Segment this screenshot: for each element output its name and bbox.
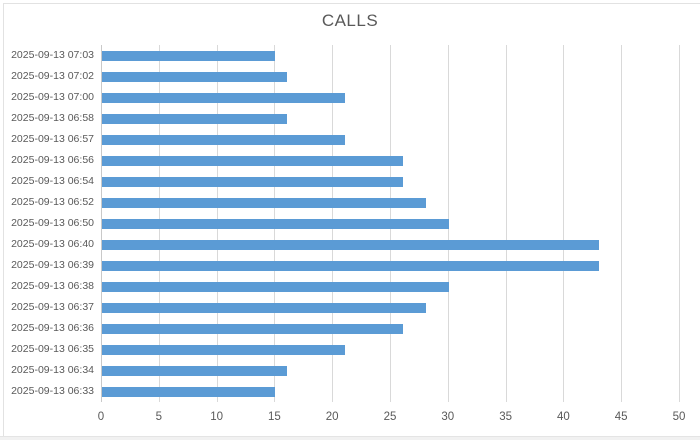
bar xyxy=(102,155,403,166)
y-axis-category-label: 2025-09-13 06:56 xyxy=(11,154,94,166)
x-axis-tick-label: 45 xyxy=(614,411,628,423)
bar xyxy=(102,134,345,145)
y-axis-category-label: 2025-09-13 06:33 xyxy=(11,385,94,397)
y-axis-category-label: 2025-09-13 06:50 xyxy=(11,217,94,229)
y-axis-category-label: 2025-09-13 06:54 xyxy=(11,175,94,187)
y-axis-category-label: 2025-09-13 06:40 xyxy=(11,238,94,250)
chart-title: CALLS xyxy=(321,11,379,30)
bottom-strip xyxy=(0,436,700,440)
x-gridline xyxy=(505,45,507,402)
chart-frame-top-border xyxy=(3,3,700,4)
x-axis-tick-label: 10 xyxy=(210,411,223,423)
bar xyxy=(102,239,600,250)
bar xyxy=(102,50,276,61)
x-axis-tick-label: 30 xyxy=(441,411,455,423)
bar xyxy=(102,113,287,124)
x-axis-tick-label: 50 xyxy=(672,411,686,423)
y-axis-category-label: 2025-09-13 06:34 xyxy=(11,364,94,376)
y-axis-category-label: 2025-09-13 07:02 xyxy=(11,70,94,82)
y-axis-category-label: 2025-09-13 06:37 xyxy=(11,301,94,313)
x-axis-tick-label: 25 xyxy=(383,411,397,423)
bar xyxy=(102,386,276,397)
x-gridline xyxy=(563,45,565,402)
bar xyxy=(102,92,345,103)
bar xyxy=(102,218,449,229)
y-axis-category-label: 2025-09-13 06:38 xyxy=(11,280,94,292)
y-axis-category-label: 2025-09-13 06:39 xyxy=(11,259,94,271)
bar xyxy=(102,323,403,334)
x-gridline xyxy=(621,45,623,402)
y-axis-category-label: 2025-09-13 06:35 xyxy=(11,343,94,355)
chart-frame-left-border xyxy=(3,3,4,436)
x-axis-tick-label: 40 xyxy=(556,411,570,423)
y-axis-category-label: 2025-09-13 06:57 xyxy=(11,133,94,145)
x-axis-tick-label: 5 xyxy=(155,411,162,423)
bar xyxy=(102,344,345,355)
y-axis-category-label: 2025-09-13 06:58 xyxy=(11,112,94,124)
y-axis-line xyxy=(101,45,102,402)
bar xyxy=(102,197,426,208)
y-axis-category-label: 2025-09-13 07:03 xyxy=(11,49,94,61)
x-gridline xyxy=(679,45,680,402)
bar xyxy=(102,71,287,82)
x-axis-tick-label: 20 xyxy=(325,411,339,423)
x-axis-tick-label: 0 xyxy=(97,411,105,423)
bar xyxy=(102,302,426,313)
x-axis-tick-label: 15 xyxy=(267,411,281,423)
bar xyxy=(102,281,449,292)
y-axis-category-label: 2025-09-13 06:36 xyxy=(11,322,94,334)
y-axis-category-label: 2025-09-13 06:52 xyxy=(11,196,94,208)
bar xyxy=(102,176,403,187)
x-axis-tick-label: 35 xyxy=(499,411,512,423)
bar xyxy=(102,260,600,271)
bar xyxy=(102,365,287,376)
y-axis-category-label: 2025-09-13 07:00 xyxy=(11,91,94,103)
